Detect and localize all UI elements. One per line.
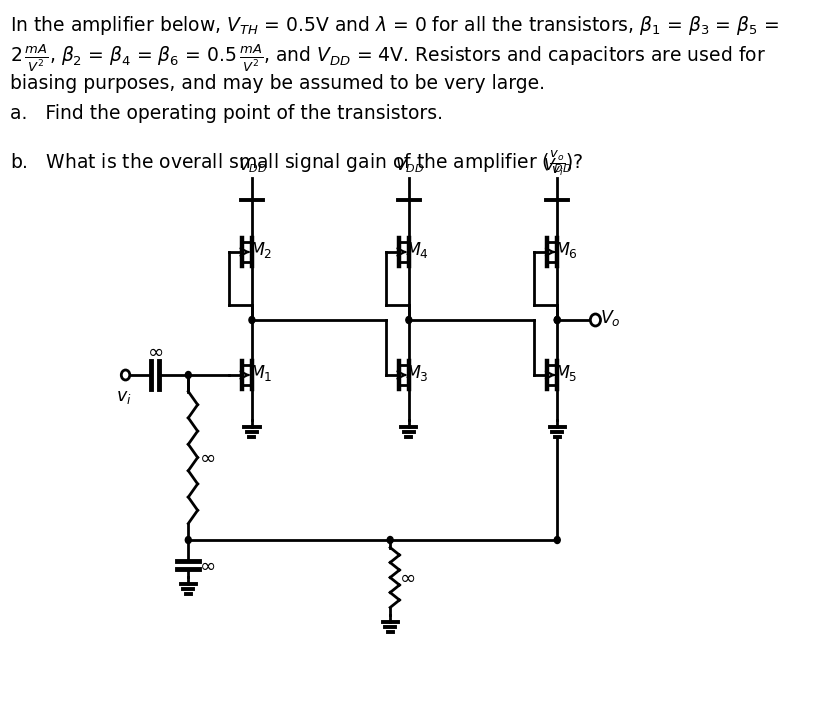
Text: $M_5$: $M_5$ — [554, 363, 577, 383]
Text: $\infty$: $\infty$ — [199, 555, 215, 574]
Text: a.   Find the operating point of the transistors.: a. Find the operating point of the trans… — [10, 104, 444, 123]
Text: biasing purposes, and may be assumed to be very large.: biasing purposes, and may be assumed to … — [10, 74, 545, 93]
Text: $V_{DD}$: $V_{DD}$ — [238, 156, 268, 175]
Circle shape — [554, 537, 560, 544]
Text: $V_{DD}$: $V_{DD}$ — [395, 156, 424, 175]
Text: $v_i$: $v_i$ — [116, 388, 132, 406]
Text: b.   What is the overall small signal gain of the amplifier ($\frac{v_o}{v_i}$)?: b. What is the overall small signal gain… — [10, 148, 584, 178]
Text: $\infty$: $\infty$ — [399, 568, 415, 587]
Circle shape — [387, 537, 393, 544]
Circle shape — [121, 370, 129, 380]
Text: $M_4$: $M_4$ — [405, 240, 429, 260]
Text: In the amplifier below, $V_{TH}$ = 0.5V and $\lambda$ = 0 for all the transistor: In the amplifier below, $V_{TH}$ = 0.5V … — [10, 14, 780, 37]
Circle shape — [249, 316, 255, 324]
Text: $\infty$: $\infty$ — [147, 342, 163, 361]
Text: $2\,\frac{mA}{V^2}$, $\beta_2$ = $\beta_4$ = $\beta_6$ = $0.5\,\frac{mA}{V^2}$, : $2\,\frac{mA}{V^2}$, $\beta_2$ = $\beta_… — [10, 42, 766, 74]
Circle shape — [186, 537, 192, 544]
Text: $\infty$: $\infty$ — [199, 448, 215, 467]
Circle shape — [591, 314, 601, 326]
Text: $V_o$: $V_o$ — [601, 308, 621, 328]
Circle shape — [554, 316, 560, 324]
Text: $V_{DD}$: $V_{DD}$ — [543, 156, 573, 175]
Circle shape — [406, 316, 412, 324]
Circle shape — [186, 371, 192, 379]
Text: $M_2$: $M_2$ — [249, 240, 272, 260]
Text: $M_3$: $M_3$ — [406, 363, 429, 383]
Text: $M_6$: $M_6$ — [554, 240, 578, 260]
Circle shape — [554, 316, 560, 324]
Text: $M_1$: $M_1$ — [249, 363, 272, 383]
